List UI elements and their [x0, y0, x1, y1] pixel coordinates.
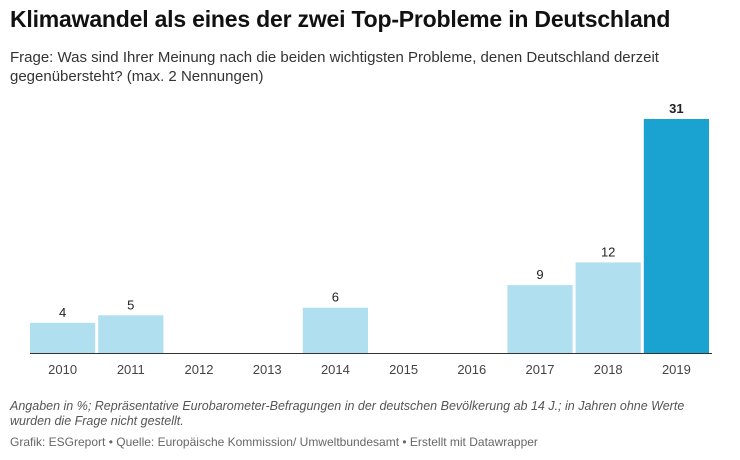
value-label-2010: 4: [59, 305, 66, 320]
chart-footer: Grafik: ESGreport • Quelle: Europäische …: [10, 435, 538, 449]
x-tick-label-2011: 2011: [117, 362, 145, 377]
x-tick-label-2017: 2017: [526, 362, 555, 377]
bar-2017: [507, 285, 573, 353]
value-label-2019: 31: [669, 101, 683, 116]
bar-2014: [302, 307, 368, 353]
chart-note: Angaben in %; Repräsentative Eurobaromet…: [10, 399, 685, 428]
x-tick-label-2018: 2018: [594, 362, 623, 377]
bar-2010: [30, 322, 96, 353]
x-tick-label-2016: 2016: [457, 362, 486, 377]
bar-2011: [98, 315, 164, 353]
x-axis-tick-labels: 2010 2011 2012 2013 2014 2015 2016 2017 2018 2019: [48, 362, 691, 377]
x-tick-label-2013: 2013: [253, 362, 282, 377]
x-tick-label-2019: 2019: [662, 362, 691, 377]
bar-2018: [575, 262, 641, 353]
value-label-2018: 12: [601, 244, 615, 259]
value-label-2014: 6: [332, 290, 339, 305]
x-tick-label-2010: 2010: [48, 362, 77, 377]
x-tick-label-2014: 2014: [321, 362, 350, 377]
x-tick-label-2015: 2015: [389, 362, 418, 377]
value-label-2011: 5: [127, 297, 134, 312]
value-labels-group: 4 5 6 9 12 31: [59, 101, 684, 320]
chart-title: Klimawandel als eines der zwei Top-Probl…: [10, 6, 671, 32]
chart-subtitle: Frage: Was sind Ihrer Meinung nach die b…: [10, 49, 659, 85]
x-tick-label-2012: 2012: [185, 362, 214, 377]
bars-group: [30, 119, 709, 353]
bar-2019: [643, 119, 709, 353]
value-label-2017: 9: [536, 267, 543, 282]
